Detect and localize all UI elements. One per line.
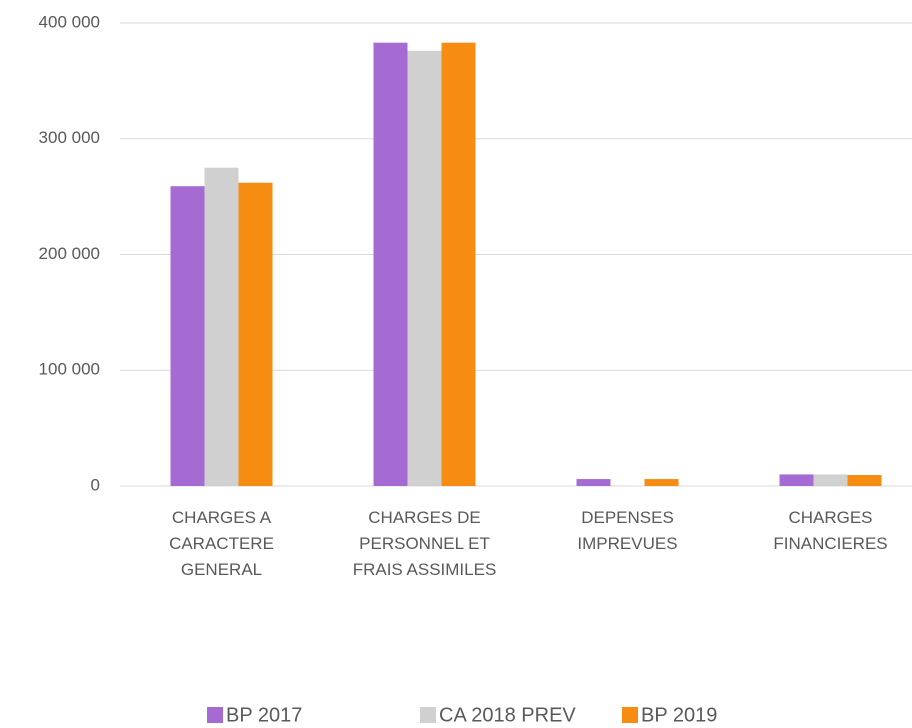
x-tick-label: DEPENSES IMPREVUES bbox=[577, 508, 678, 553]
bar bbox=[238, 182, 273, 487]
bar bbox=[373, 42, 408, 487]
bar bbox=[170, 186, 205, 486]
x-tick-label: CHARGES DE PERSONNEL ET FRAIS ASSIMILES bbox=[352, 508, 497, 579]
bar bbox=[441, 42, 476, 487]
legend-swatch bbox=[622, 707, 638, 723]
bar bbox=[813, 474, 848, 486]
legend-label: BP 2017 bbox=[226, 704, 302, 726]
y-tick-label: 200 000 bbox=[39, 244, 100, 263]
legend-swatch bbox=[420, 707, 436, 723]
x-tick-label: CHARGES FINANCIERES bbox=[773, 508, 888, 553]
bar bbox=[407, 50, 442, 486]
y-tick-label: 100 000 bbox=[39, 360, 100, 379]
bar bbox=[779, 474, 814, 486]
legend-swatch bbox=[207, 707, 223, 723]
bar bbox=[644, 479, 679, 486]
bar bbox=[576, 479, 611, 486]
bar bbox=[204, 167, 239, 486]
y-tick-label: 300 000 bbox=[39, 128, 100, 147]
y-tick-label: 0 bbox=[91, 475, 100, 494]
legend-label: BP 2019 bbox=[641, 704, 717, 726]
x-tick-label: CHARGES A CARACTERE GENERAL bbox=[169, 508, 274, 579]
bar bbox=[847, 475, 882, 486]
legend-label: CA 2018 PREV bbox=[439, 704, 576, 726]
y-tick-label: 400 000 bbox=[39, 12, 100, 31]
